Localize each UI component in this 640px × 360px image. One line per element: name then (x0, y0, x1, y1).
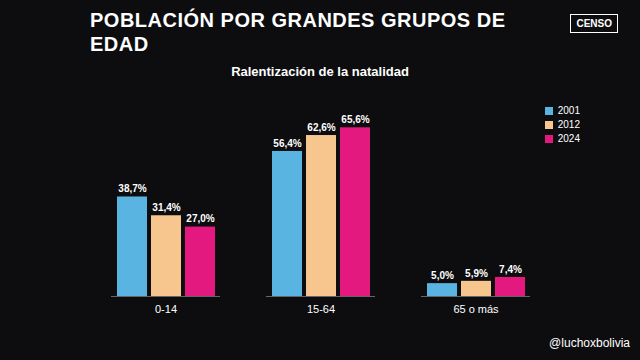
svg-text:5,9%: 5,9% (465, 268, 488, 279)
html-text:2024: 2024 (557, 133, 580, 144)
svg-text:31,4%: 31,4% (152, 202, 180, 213)
svg-text:38,7%: 38,7% (118, 183, 146, 194)
svg-text:5,0%: 5,0% (431, 270, 454, 281)
svg-text:15-64: 15-64 (307, 303, 335, 315)
html-text:@luchoxbolivia: @luchoxbolivia (549, 336, 630, 350)
svg-text:27,0%: 27,0% (186, 213, 214, 224)
svg-text:62,6%: 62,6% (307, 122, 335, 133)
html-text:2012: 2012 (557, 119, 580, 130)
svg-text:65 o más: 65 o más (453, 303, 499, 315)
svg-text:0-14: 0-14 (155, 303, 177, 315)
html-text:Ralentización de la natalidad: Ralentización de la natalidad (231, 64, 409, 79)
html-text:POBLACIÓN POR GRANDES GRUPOS D: POBLACIÓN POR GRANDES GRUPOS DE EDAD (90, 9, 506, 55)
html-text:CENSO: CENSO (576, 18, 612, 29)
svg-text:65,6%: 65,6% (341, 114, 369, 125)
html-text:2001: 2001 (557, 105, 580, 116)
svg-text:7,4%: 7,4% (499, 264, 522, 275)
svg-text:56,4%: 56,4% (273, 138, 301, 149)
